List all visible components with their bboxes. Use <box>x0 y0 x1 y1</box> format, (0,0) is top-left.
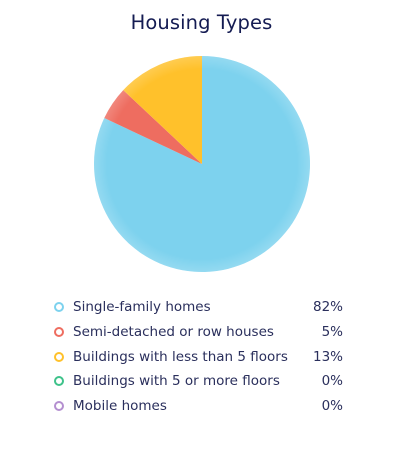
legend: Single-family homes 82% Semi-detached or r… <box>48 295 353 418</box>
legend-value: 5% <box>321 324 343 341</box>
legend-label: Buildings with 5 or more floors <box>73 373 280 390</box>
pie-slices <box>94 56 311 272</box>
pie-chart <box>86 48 318 280</box>
legend-label: Single-family homes <box>73 299 211 316</box>
legend-item[interactable]: Single-family homes 82% <box>48 295 353 320</box>
legend-item[interactable]: Semi-detached or row houses 5% <box>48 320 353 345</box>
legend-value: 0% <box>321 373 343 390</box>
legend-value: 82% <box>312 299 343 316</box>
legend-marker-icon <box>54 351 64 362</box>
legend-marker-icon <box>54 376 64 387</box>
legend-marker-icon <box>54 401 64 412</box>
chart-title: Housing Types <box>130 11 273 34</box>
legend-item[interactable]: Buildings with less than 5 floors 13% <box>48 344 353 369</box>
legend-value: 0% <box>321 398 343 415</box>
pie-svg <box>94 56 311 272</box>
legend-label: Semi-detached or row houses <box>73 324 274 341</box>
legend-label: Mobile homes <box>73 398 167 415</box>
legend-marker-icon <box>54 327 64 338</box>
legend-item[interactable]: Buildings with 5 or more floors 0% <box>48 369 353 394</box>
legend-item[interactable]: Mobile homes 0% <box>48 394 353 419</box>
legend-marker-icon <box>54 302 64 313</box>
legend-value: 13% <box>312 348 343 365</box>
legend-label: Buildings with less than 5 floors <box>73 348 288 365</box>
